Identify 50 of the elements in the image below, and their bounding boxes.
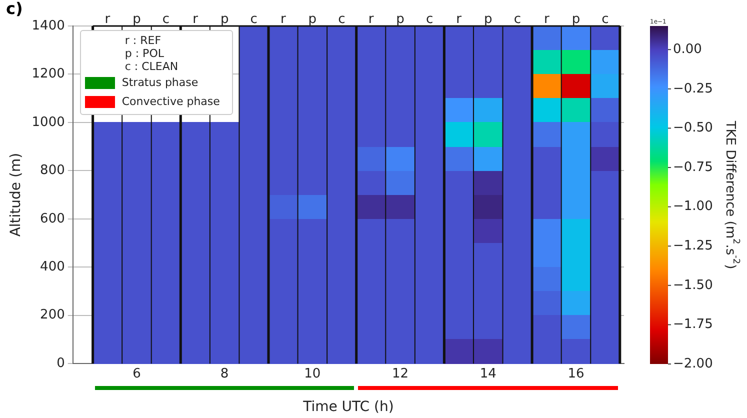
annotation: Convective phase (122, 95, 220, 108)
x-tick-label: p (132, 12, 141, 27)
y-tick-label: 1200 (32, 66, 65, 82)
y-tick-label: 800 (40, 163, 65, 178)
color-bar-label: −0.25 (673, 81, 713, 96)
text: 10 (304, 366, 321, 382)
x-tick-label: p (396, 12, 404, 27)
color-bar-label: −0.50 (673, 120, 713, 136)
x-tick-label: r (192, 12, 199, 27)
y-tick-label: 1400 (32, 18, 65, 34)
y-tick-label: 1000 (32, 114, 65, 130)
x-tick-label: r (280, 12, 286, 27)
x-tick-label: r (104, 12, 111, 27)
text: 8 (220, 366, 229, 382)
color-bar-label: −0.75 (673, 160, 713, 175)
color-bar-label: −1.75 (673, 317, 713, 332)
chart-title: c) (6, 0, 23, 18)
text: 14 (480, 366, 496, 382)
text: 16 (568, 366, 584, 382)
x-tick-label: r (456, 12, 462, 27)
color-bar-label: −1.25 (673, 238, 713, 254)
x-tick-label: c (514, 12, 521, 27)
annotation: r : REF (124, 34, 162, 47)
x-tick-label: p (220, 12, 229, 27)
x-tick-label: p (484, 12, 492, 27)
x-tick-label: r (544, 12, 550, 27)
x-tick-label: p (572, 12, 580, 27)
annotation: p : POL (124, 47, 165, 60)
color-bar-title: TKE Difference (m2.s-2) (722, 120, 741, 270)
color-bar-label: −2.00 (673, 356, 713, 372)
color-bar-label: −1.50 (673, 278, 713, 293)
text: 12 (392, 366, 409, 382)
text: 6 (132, 366, 141, 382)
x-tick-label: c (602, 12, 609, 27)
y-axis-title: Altitude (m) (8, 152, 24, 237)
color-bar-label: 0.00 (673, 42, 702, 57)
color-bar-label: −1.00 (673, 199, 713, 214)
y-tick-label: 0 (56, 356, 65, 371)
x-tick-label: c (426, 12, 434, 27)
x-axis-title: Time UTC (h) (302, 399, 394, 416)
y-tick-label: 400 (40, 260, 65, 275)
y-tick-label: 200 (40, 308, 65, 323)
annotation: Stratus phase (122, 76, 198, 89)
y-tick-label: 600 (40, 211, 65, 226)
x-tick-label: p (308, 12, 317, 27)
x-tick-label: r (368, 12, 374, 27)
x-tick-label: c (162, 12, 170, 27)
x-tick-label: c (250, 12, 258, 27)
x-tick-label: c (338, 12, 346, 27)
annotation: c : CLEAN (124, 60, 180, 73)
